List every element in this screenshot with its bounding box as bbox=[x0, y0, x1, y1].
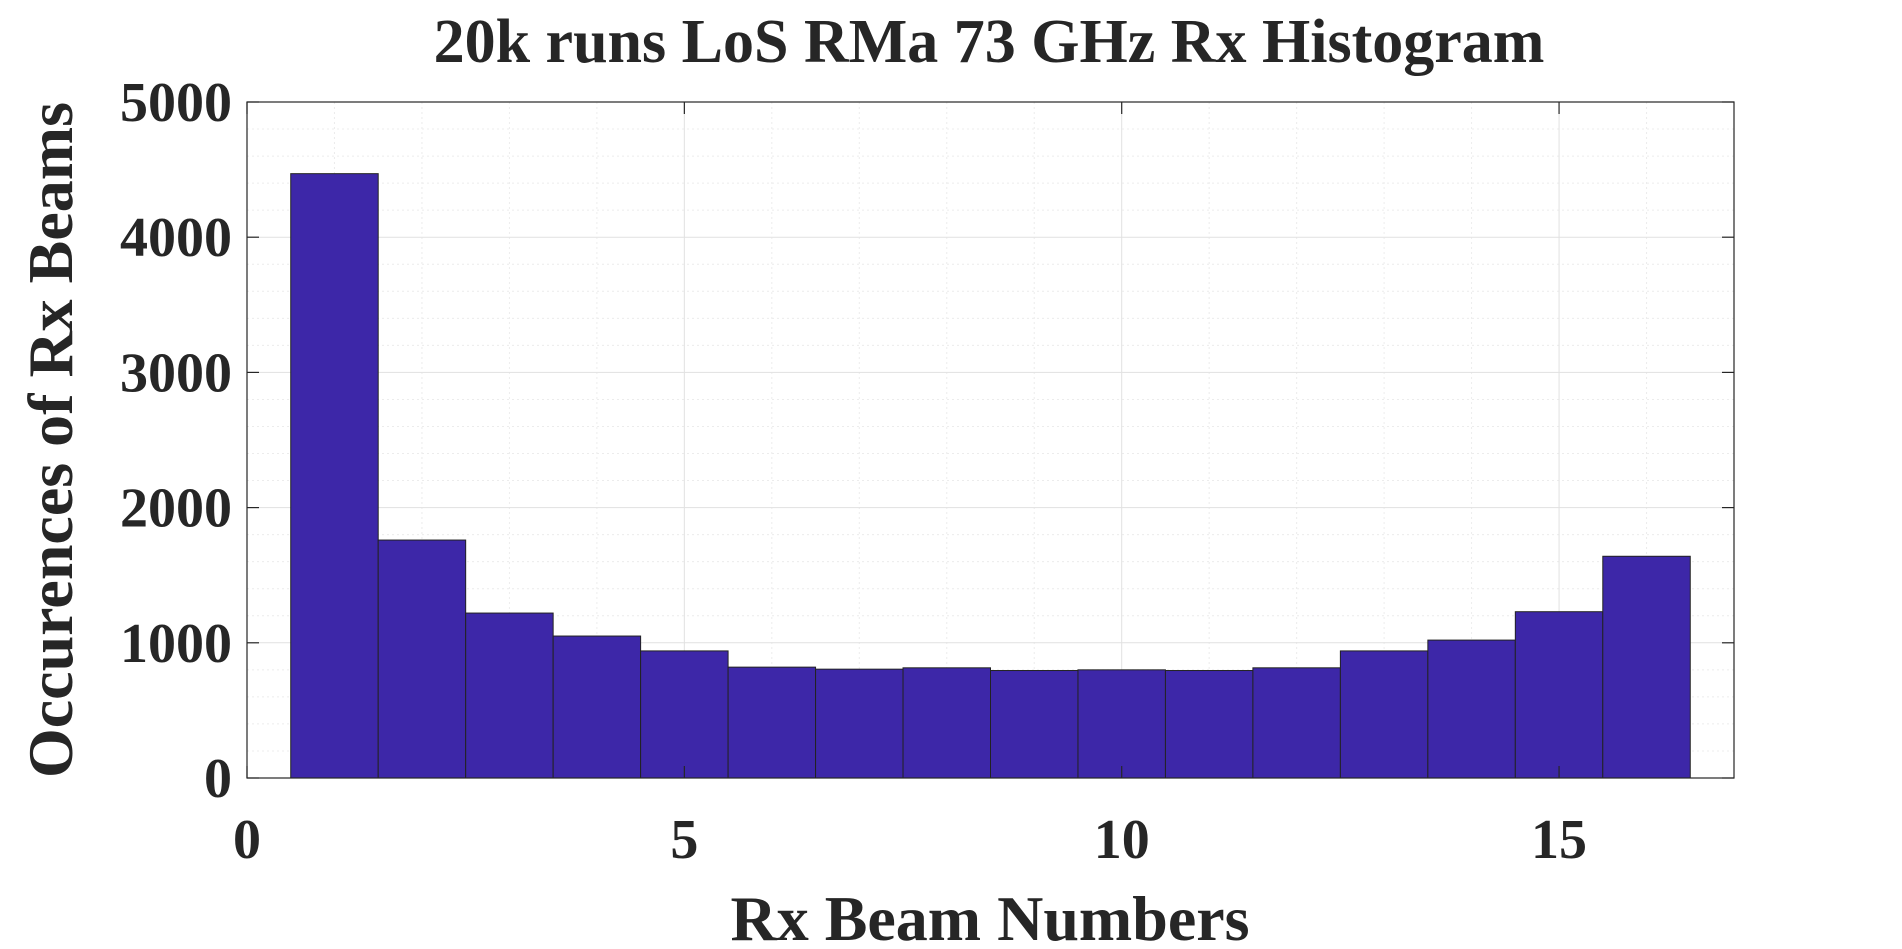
y-tick-label: 4000 bbox=[120, 207, 232, 269]
x-tick-label: 0 bbox=[233, 809, 261, 871]
y-tick-label: 2000 bbox=[120, 478, 232, 540]
y-axis-label: Occurences of Rx Beams bbox=[15, 102, 86, 778]
histogram-bar bbox=[902, 667, 992, 779]
plot-frame bbox=[246, 101, 1735, 779]
x-axis-label: Rx Beam Numbers bbox=[730, 883, 1249, 949]
histogram-bar bbox=[1077, 669, 1166, 779]
y-tick-label: 0 bbox=[204, 748, 232, 810]
bars bbox=[290, 173, 1691, 779]
histogram-bar bbox=[1427, 639, 1516, 779]
histogram-bar bbox=[377, 539, 467, 779]
x-tick-labels: 0 5 10 15 bbox=[233, 809, 1587, 871]
histogram-bar bbox=[640, 650, 729, 779]
y-tick-label: 1000 bbox=[120, 613, 232, 675]
histogram-bar bbox=[1252, 667, 1341, 779]
histogram-bar bbox=[1339, 650, 1429, 779]
histogram-bar bbox=[465, 612, 554, 779]
histogram-bar bbox=[727, 666, 817, 779]
x-tick-label: 15 bbox=[1531, 809, 1587, 871]
x-tick-label: 5 bbox=[670, 809, 698, 871]
histogram-bar bbox=[552, 635, 642, 779]
x-tick-label: 10 bbox=[1094, 809, 1150, 871]
chart-title: 20k runs LoS RMa 73 GHz Rx Histogram bbox=[434, 8, 1545, 76]
histogram-bar bbox=[1602, 555, 1691, 779]
histogram-bar bbox=[990, 670, 1079, 779]
histogram-bar bbox=[1514, 611, 1604, 779]
histogram-bar bbox=[815, 668, 904, 779]
y-tick-label: 3000 bbox=[120, 342, 232, 404]
histogram-bar bbox=[290, 173, 379, 779]
y-tick-labels: 0 1000 2000 3000 4000 5000 bbox=[120, 72, 232, 810]
ticks bbox=[246, 101, 1734, 779]
histogram-bar bbox=[1164, 670, 1254, 779]
y-tick-label: 5000 bbox=[120, 72, 232, 134]
